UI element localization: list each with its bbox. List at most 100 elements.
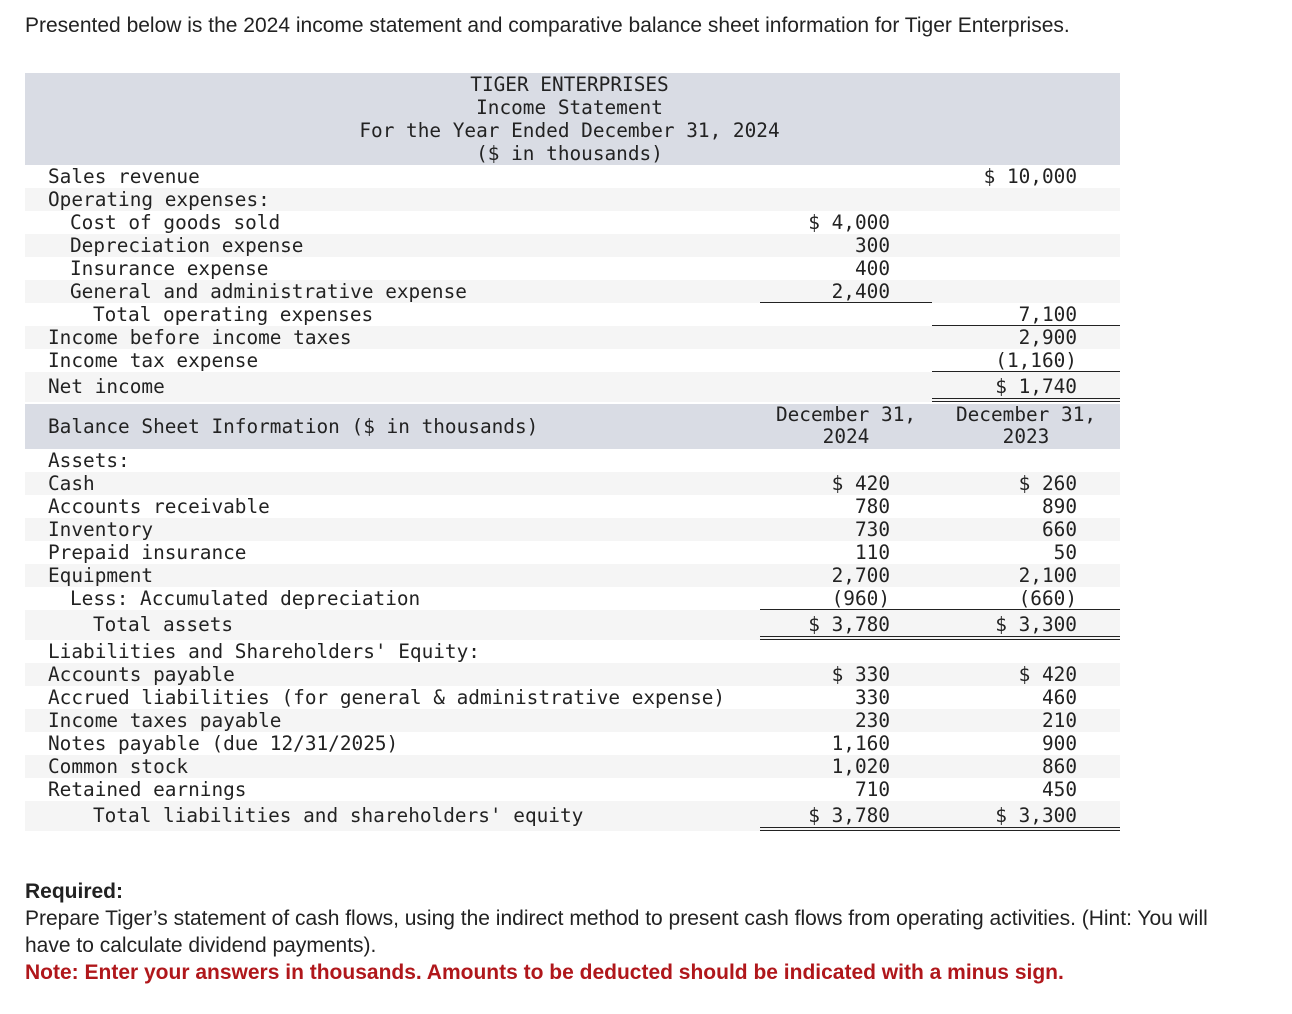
row-value-col2 bbox=[932, 280, 1120, 303]
table-row: Liabilities and Shareholders' Equity: bbox=[25, 640, 1120, 663]
table-row: Equipment 2,700 2,100 bbox=[25, 564, 1120, 587]
row-value-col1: 710 bbox=[854, 778, 890, 801]
row-value-col2: 2,900 bbox=[1018, 326, 1077, 349]
statement-period: For the Year Ended December 31, 2024 bbox=[359, 119, 780, 142]
row-label: Retained earnings bbox=[48, 778, 247, 801]
table-row: Income tax expense (1,160) bbox=[25, 349, 1120, 372]
row-value-col2: 660 bbox=[1041, 518, 1077, 541]
row-value-col2: $ 10,000 bbox=[983, 165, 1077, 188]
table-row: Total assets $ 3,780 $ 3,300 bbox=[25, 610, 1120, 640]
table-row: Cost of goods sold $ 4,000 bbox=[25, 211, 1120, 234]
row-value-col2: (1,160) bbox=[932, 349, 1120, 372]
required-note: Note: Enter your answers in thousands. A… bbox=[25, 961, 1064, 984]
table-row: Depreciation expense 300 bbox=[25, 234, 1120, 257]
row-label: Prepaid insurance bbox=[48, 541, 247, 564]
row-value-col1: 300 bbox=[854, 234, 890, 257]
table-row: Total operating expenses 7,100 bbox=[25, 303, 1120, 326]
row-value-col2: 460 bbox=[1041, 686, 1077, 709]
income-statement-rows: Sales revenue $ 10,000 Operating expenses:… bbox=[25, 165, 1120, 402]
row-value-col1: 230 bbox=[854, 709, 890, 732]
row-value-col1: 400 bbox=[854, 257, 890, 280]
row-label: Equipment bbox=[48, 564, 154, 587]
row-label: Total liabilities and shareholders' equi… bbox=[93, 804, 584, 827]
balance-sheet-header: Balance Sheet Information ($ in thousand… bbox=[25, 404, 1120, 449]
required-heading: Required: bbox=[25, 880, 124, 903]
row-value-col1: $ 3,780 bbox=[760, 610, 932, 640]
row-label: Liabilities and Shareholders' Equity: bbox=[48, 640, 480, 663]
row-label: Notes payable (due 12/31/2025) bbox=[48, 732, 399, 755]
row-label: Net income bbox=[48, 375, 165, 398]
row-value-col2: (660) bbox=[932, 587, 1120, 610]
row-value-col2: 900 bbox=[1041, 732, 1077, 755]
row-value-col1: 1,020 bbox=[831, 755, 890, 778]
table-row: Operating expenses: bbox=[25, 188, 1120, 211]
balance-sheet-title: Balance Sheet Information ($ in thousand… bbox=[48, 415, 539, 438]
row-value-col2 bbox=[932, 234, 1120, 257]
row-value-col1: $ 330 bbox=[831, 663, 890, 686]
row-label: Total assets bbox=[93, 613, 234, 636]
row-label: Total operating expenses bbox=[93, 303, 374, 326]
table-row: Net income $ 1,740 bbox=[25, 372, 1120, 402]
row-value-col1: 730 bbox=[854, 518, 890, 541]
table-row: Inventory 730 660 bbox=[25, 518, 1120, 541]
row-value-col2 bbox=[932, 211, 1120, 234]
row-label: Sales revenue bbox=[48, 165, 200, 188]
row-label: Common stock bbox=[48, 755, 189, 778]
table-row: Accrued liabilities (for general & admin… bbox=[25, 686, 1120, 709]
table-row: Common stock 1,020 860 bbox=[25, 755, 1120, 778]
column-header-2023: December 31, 2023 bbox=[955, 403, 1097, 448]
column-header-2024: December 31, 2024 bbox=[775, 403, 917, 448]
row-label: Cost of goods sold bbox=[70, 211, 281, 234]
row-value-col1: $ 4,000 bbox=[808, 211, 890, 234]
statement-title: Income Statement bbox=[476, 96, 663, 119]
row-value-col2: $ 260 bbox=[1018, 472, 1077, 495]
row-value-col2: 50 bbox=[1053, 541, 1077, 564]
row-label: Accounts payable bbox=[48, 663, 235, 686]
table-row: Prepaid insurance 110 50 bbox=[25, 541, 1120, 564]
table-row: Income before income taxes 2,900 bbox=[25, 326, 1120, 349]
row-value-col2 bbox=[932, 257, 1120, 280]
row-value-col1 bbox=[760, 349, 932, 372]
row-value-col1: 2,400 bbox=[760, 280, 932, 303]
row-value-col1: $ 420 bbox=[831, 472, 890, 495]
financial-statement: TIGER ENTERPRISES Income Statement For t… bbox=[25, 73, 1120, 831]
row-label: Depreciation expense bbox=[70, 234, 304, 257]
company-name: TIGER ENTERPRISES bbox=[470, 73, 669, 96]
row-label: Less: Accumulated depreciation bbox=[70, 587, 421, 610]
row-label: Accrued liabilities (for general & admin… bbox=[48, 686, 726, 709]
table-row: Less: Accumulated depreciation (960) (660) bbox=[25, 587, 1120, 610]
required-section: Required: Prepare Tiger’s statement of c… bbox=[25, 878, 1225, 986]
row-value-col1 bbox=[760, 326, 932, 349]
row-value-col2: 2,100 bbox=[1018, 564, 1077, 587]
row-value-col2: $ 3,300 bbox=[932, 610, 1120, 640]
row-value-col1 bbox=[760, 449, 932, 472]
intro-text: Presented below is the 2024 income state… bbox=[25, 14, 1070, 37]
row-value-col1: 780 bbox=[854, 495, 890, 518]
table-row: Total liabilities and shareholders' equi… bbox=[25, 801, 1120, 831]
table-row: Insurance expense 400 bbox=[25, 257, 1120, 280]
row-value-col1 bbox=[760, 372, 932, 402]
row-value-col2 bbox=[932, 188, 1120, 211]
row-value-col1: 2,700 bbox=[831, 564, 890, 587]
row-value-col1 bbox=[760, 640, 932, 663]
row-value-col1: $ 3,780 bbox=[760, 801, 932, 831]
row-label: General and administrative expense bbox=[70, 280, 467, 303]
row-value-col1 bbox=[760, 165, 932, 188]
table-row: Sales revenue $ 10,000 bbox=[25, 165, 1120, 188]
row-value-col2 bbox=[932, 640, 1120, 663]
row-label: Income before income taxes bbox=[48, 326, 352, 349]
row-label: Income taxes payable bbox=[48, 709, 282, 732]
table-row: Cash $ 420 $ 260 bbox=[25, 472, 1120, 495]
row-label: Income tax expense bbox=[48, 349, 259, 372]
row-value-col1: 110 bbox=[854, 541, 890, 564]
row-value-col2: $ 1,740 bbox=[932, 372, 1120, 402]
row-value-col2: 7,100 bbox=[932, 303, 1120, 326]
row-value-col2 bbox=[932, 449, 1120, 472]
table-row: Notes payable (due 12/31/2025) 1,160 900 bbox=[25, 732, 1120, 755]
row-value-col2: $ 420 bbox=[1018, 663, 1077, 686]
row-value-col2: $ 3,300 bbox=[932, 801, 1120, 831]
statement-units: ($ in thousands) bbox=[476, 142, 663, 165]
income-statement-header: TIGER ENTERPRISES Income Statement For t… bbox=[25, 73, 1120, 165]
row-value-col2: 890 bbox=[1041, 495, 1077, 518]
row-value-col1: (960) bbox=[760, 587, 932, 610]
